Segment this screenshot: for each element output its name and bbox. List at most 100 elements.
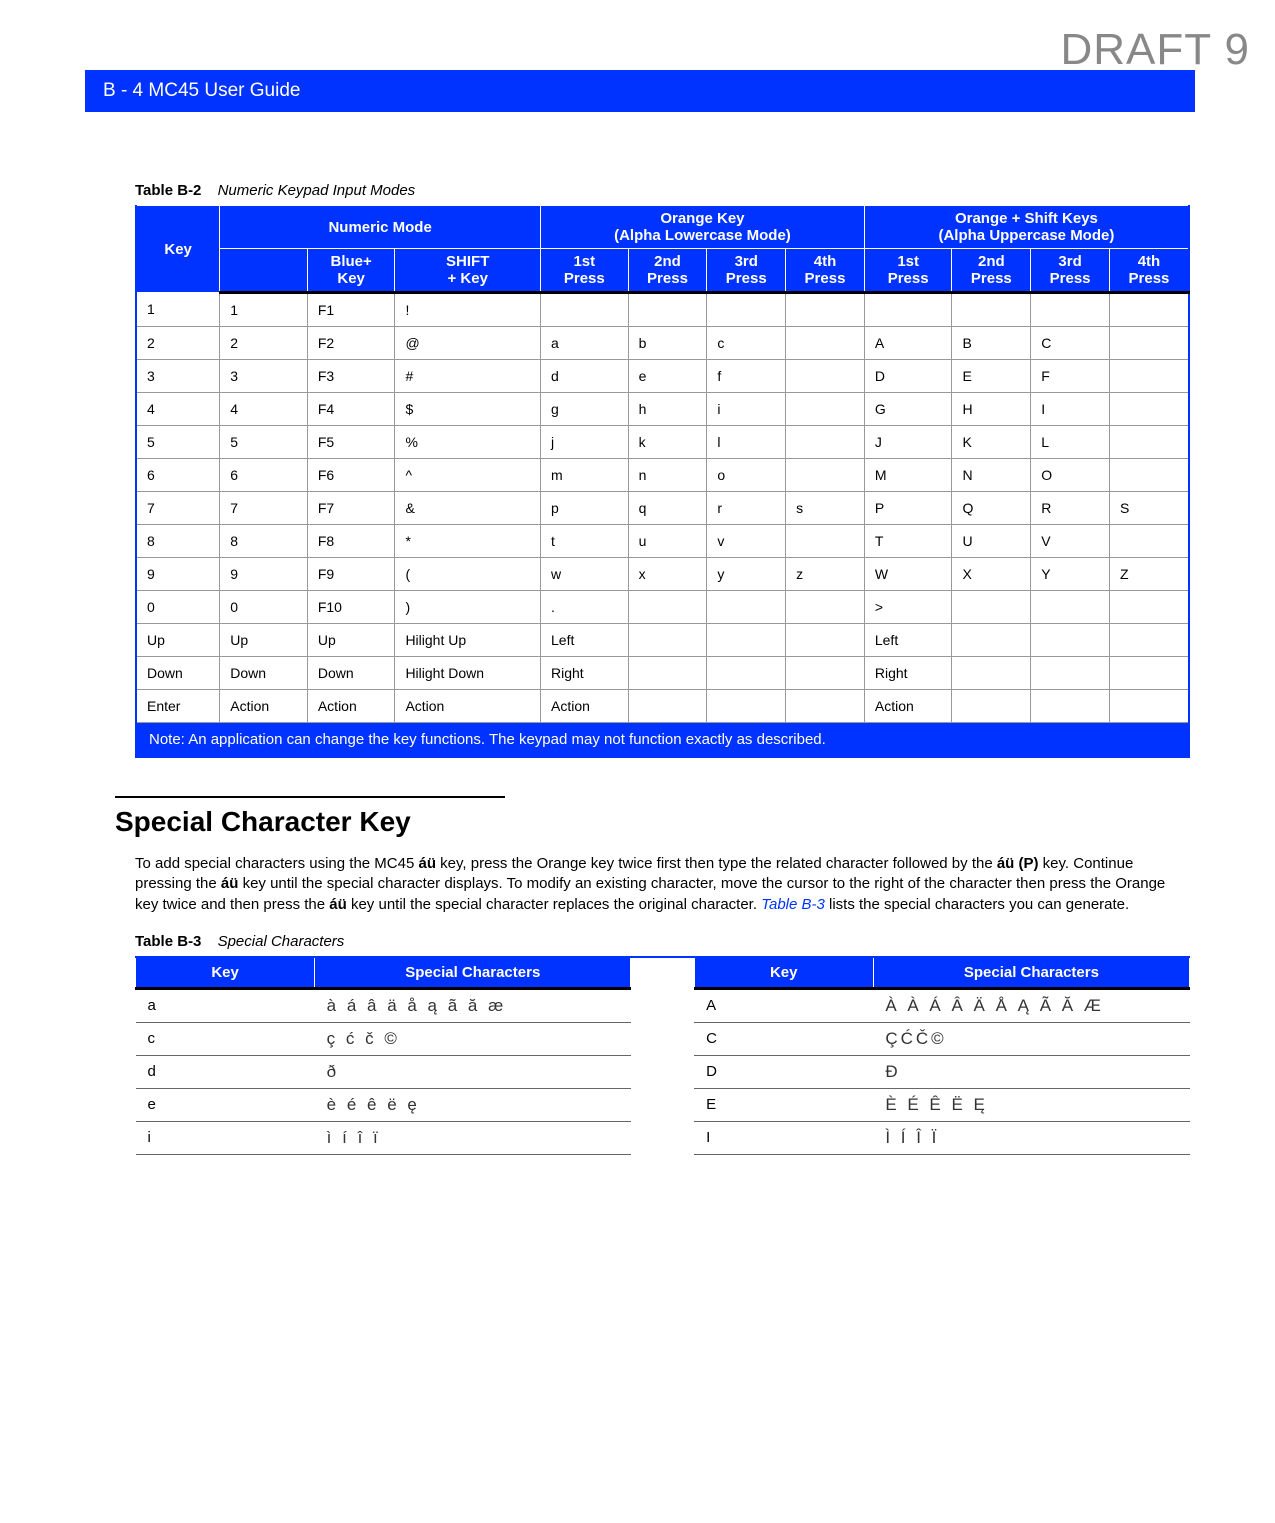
- table-cell: 3: [220, 360, 308, 393]
- b3-gap: [631, 1055, 694, 1088]
- table-cell: 8: [136, 525, 220, 558]
- table-cell: Enter: [136, 690, 220, 723]
- table-cell: x: [628, 558, 707, 591]
- table-cell: P: [864, 492, 952, 525]
- table-cell: [1109, 426, 1189, 459]
- table-cell: [707, 591, 786, 624]
- table-b3-id: Table B-3: [135, 933, 201, 950]
- table-cell: Up: [136, 624, 220, 657]
- table-cell: F1: [307, 293, 395, 327]
- table-cell: H: [952, 393, 1031, 426]
- b3-gap: [631, 1121, 694, 1154]
- table-cell: [952, 690, 1031, 723]
- table-cell: [786, 459, 865, 492]
- table-cell: [952, 624, 1031, 657]
- table-cell: $: [395, 393, 541, 426]
- table-cell: b: [628, 327, 707, 360]
- table-cell: Hilight Down: [395, 657, 541, 690]
- b3-key: D: [694, 1055, 873, 1088]
- table-cell: [786, 426, 865, 459]
- table-cell: [1109, 360, 1189, 393]
- table-cell: [1031, 657, 1110, 690]
- table-row: cç ć č ©CÇĆČ©: [136, 1022, 1190, 1055]
- table-cell: u: [628, 525, 707, 558]
- table-cell: >: [864, 591, 952, 624]
- table-cell: n: [628, 459, 707, 492]
- table-cell: [864, 293, 952, 327]
- table-cell: 6: [136, 459, 220, 492]
- b3-key: C: [694, 1022, 873, 1055]
- table-cell: [786, 360, 865, 393]
- table-cell: [786, 293, 865, 327]
- table-row: 00F10).>: [136, 591, 1189, 624]
- table-cell: K: [952, 426, 1031, 459]
- th-numeric: Numeric Mode: [220, 206, 541, 249]
- table-cell: [1109, 327, 1189, 360]
- table-cell: F8: [307, 525, 395, 558]
- table-cell: 9: [136, 558, 220, 591]
- table-cell: B: [952, 327, 1031, 360]
- table-row: eè é ê ë ęEÈ É Ê Ë Ę: [136, 1088, 1190, 1121]
- table-cell: 5: [220, 426, 308, 459]
- table-cell: Up: [220, 624, 308, 657]
- th-sub-1: [220, 249, 308, 293]
- table-cell: p: [541, 492, 629, 525]
- section-divider: [115, 796, 505, 798]
- b3-key: I: [694, 1121, 873, 1154]
- table-cell: w: [541, 558, 629, 591]
- table-cell: T: [864, 525, 952, 558]
- th-key: Key: [136, 206, 220, 293]
- table-cell: F10: [307, 591, 395, 624]
- table-cell: [628, 657, 707, 690]
- table-row: 99F9(wxyzWXYZ: [136, 558, 1189, 591]
- table-cell: F5: [307, 426, 395, 459]
- table-b3-link[interactable]: Table B-3: [761, 896, 825, 913]
- table-cell: [786, 393, 865, 426]
- b3-chars: À À Á Â Ä Å Ą Ã Ă Æ: [873, 988, 1189, 1022]
- table-cell: [1109, 690, 1189, 723]
- table-cell: D: [864, 360, 952, 393]
- table-cell: [628, 690, 707, 723]
- b3-chars: è é ê ë ę: [315, 1088, 631, 1121]
- page-header-bar: B - 4 MC45 User Guide: [85, 70, 1195, 112]
- table-cell: v: [707, 525, 786, 558]
- table-cell: h: [628, 393, 707, 426]
- table-cell: Up: [307, 624, 395, 657]
- table-cell: %: [395, 426, 541, 459]
- table-row: 22F2@abcABC: [136, 327, 1189, 360]
- table-cell: .: [541, 591, 629, 624]
- table-cell: e: [628, 360, 707, 393]
- th-sub-9: 2nd Press: [952, 249, 1031, 293]
- section-title: Special Character Key: [115, 806, 1190, 838]
- table-cell: W: [864, 558, 952, 591]
- table-cell: Z: [1109, 558, 1189, 591]
- th-sub-8: 1st Press: [864, 249, 952, 293]
- table-cell: Action: [307, 690, 395, 723]
- th-sub-7: 4th Press: [786, 249, 865, 293]
- th-sub-4: 1st Press: [541, 249, 629, 293]
- th-orange-shift: Orange + Shift Keys (Alpha Uppercase Mod…: [864, 206, 1189, 249]
- table-cell: o: [707, 459, 786, 492]
- table-cell: l: [707, 426, 786, 459]
- table-cell: [1109, 624, 1189, 657]
- table-cell: [1109, 459, 1189, 492]
- table-cell: F2: [307, 327, 395, 360]
- table-cell: Right: [864, 657, 952, 690]
- table-cell: m: [541, 459, 629, 492]
- b3-key: c: [136, 1022, 315, 1055]
- table-cell: Y: [1031, 558, 1110, 591]
- table-cell: 3: [136, 360, 220, 393]
- table-b2-note: Note: An application can change the key …: [136, 723, 1189, 758]
- b3-chars: È É Ê Ë Ę: [873, 1088, 1189, 1121]
- table-cell: Action: [541, 690, 629, 723]
- table-cell: a: [541, 327, 629, 360]
- b3-key: A: [694, 988, 873, 1022]
- table-cell: s: [786, 492, 865, 525]
- table-cell: F: [1031, 360, 1110, 393]
- table-cell: [952, 657, 1031, 690]
- table-cell: !: [395, 293, 541, 327]
- table-cell: [952, 293, 1031, 327]
- table-cell: j: [541, 426, 629, 459]
- table-cell: 1: [136, 293, 220, 327]
- table-cell: C: [1031, 327, 1110, 360]
